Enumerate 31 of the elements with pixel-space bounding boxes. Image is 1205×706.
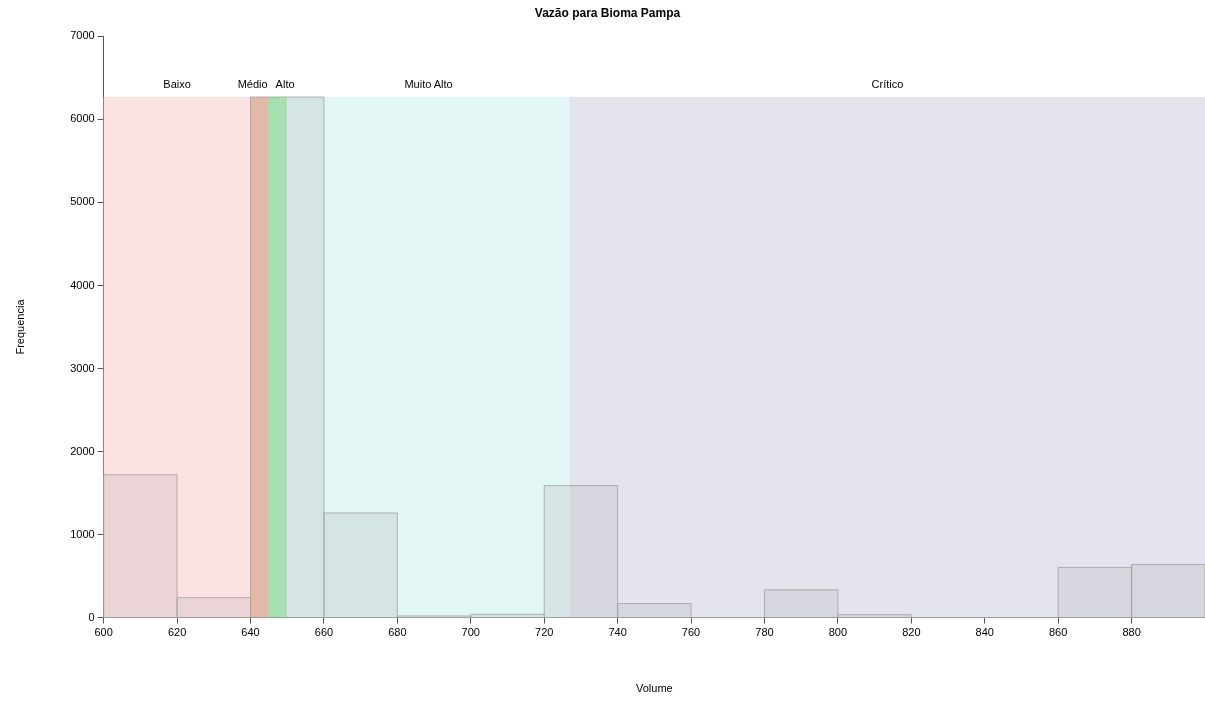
x-tick-label: 880 (1122, 626, 1141, 639)
y-axis-title: Frequencia (13, 298, 26, 355)
x-tick-label: 720 (535, 626, 554, 639)
x-tick-label: 760 (681, 626, 701, 639)
band-label: Médio (237, 77, 268, 90)
y-tick-label: 6000 (70, 112, 95, 125)
y-tick-label: 2000 (70, 444, 95, 457)
x-tick-label: 780 (755, 626, 774, 639)
x-tick-label: 660 (314, 626, 334, 639)
band-label: Alto (275, 77, 295, 90)
band-label: Muito Alto (404, 77, 453, 90)
x-tick-label: 800 (828, 626, 848, 639)
y-tick-label: 7000 (70, 29, 95, 42)
chart-title: Vazão para Bioma Pampa (534, 5, 681, 20)
x-tick-label: 820 (902, 626, 921, 639)
x-tick-label: 840 (975, 626, 994, 639)
y-tick-label: 1000 (70, 527, 95, 540)
x-tick-label: 640 (241, 626, 260, 639)
y-tick-label: 0 (88, 610, 95, 623)
x-tick-label: 700 (461, 626, 480, 639)
x-tick-label: 600 (94, 626, 113, 639)
x-tick-label: 620 (167, 626, 187, 639)
x-tick-label: 860 (1048, 626, 1068, 639)
band-label: Crítico (871, 77, 904, 90)
x-tick-label: 740 (608, 626, 627, 639)
band-label: Baixo (163, 77, 191, 90)
x-axis-title: Volume (635, 682, 673, 695)
x-tick-label: 680 (388, 626, 407, 639)
y-tick-label: 4000 (70, 278, 95, 291)
y-tick-label: 3000 (70, 361, 95, 374)
y-tick-label: 5000 (70, 195, 95, 208)
